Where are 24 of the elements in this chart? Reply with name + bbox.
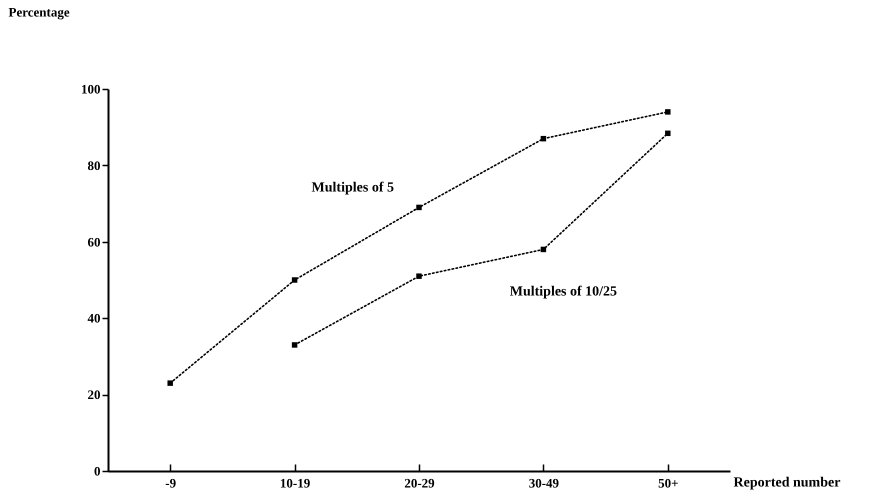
- point: [416, 273, 422, 279]
- y-tick-label: 100: [81, 82, 100, 96]
- point: [292, 342, 298, 348]
- series-label: Multiples of 10/25: [510, 284, 618, 300]
- point: [167, 380, 173, 386]
- y-tick-label: 0: [94, 464, 100, 478]
- point: [292, 277, 298, 283]
- x-tick-label: 20-29: [404, 476, 436, 490]
- point: [540, 246, 546, 252]
- y-tick-label: 80: [88, 158, 100, 173]
- y-axis-title: Percentage: [8, 4, 70, 20]
- x-tick-label: 30-49: [528, 476, 560, 490]
- y-tick-label: 20: [88, 387, 100, 402]
- point: [665, 109, 671, 115]
- y-tick-label: 40: [88, 310, 100, 326]
- y-tick-label: 60: [88, 234, 100, 250]
- point: [540, 136, 546, 142]
- point: [665, 130, 671, 136]
- x-tick-label: 50+: [658, 476, 679, 490]
- x-axis-title: Reported number: [734, 476, 840, 490]
- point: [416, 204, 422, 210]
- series-label: Multiples of 5: [312, 180, 394, 196]
- x-tick-label: -9: [165, 476, 177, 490]
- x-tick-label: 10-19: [280, 476, 311, 490]
